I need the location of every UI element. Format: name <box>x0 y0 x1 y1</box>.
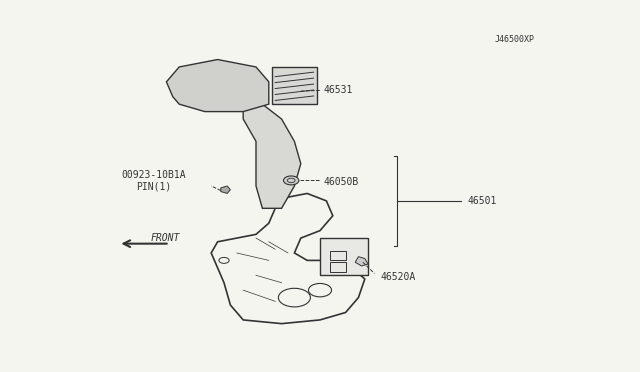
Polygon shape <box>166 60 269 112</box>
Polygon shape <box>243 97 301 208</box>
Text: J46500XP: J46500XP <box>494 35 534 44</box>
Text: FRONT: FRONT <box>150 233 180 243</box>
Polygon shape <box>355 257 368 266</box>
Circle shape <box>284 176 299 185</box>
Bar <box>272 67 317 104</box>
Polygon shape <box>221 186 230 193</box>
Bar <box>330 251 346 260</box>
Text: 00923-10B1A
PIN(1): 00923-10B1A PIN(1) <box>122 170 186 191</box>
Text: 46520A: 46520A <box>381 272 416 282</box>
Bar <box>320 238 368 275</box>
Text: 46050B: 46050B <box>323 177 358 187</box>
Bar <box>330 262 346 272</box>
Text: 46531: 46531 <box>323 85 353 95</box>
Text: 46501: 46501 <box>467 196 497 206</box>
